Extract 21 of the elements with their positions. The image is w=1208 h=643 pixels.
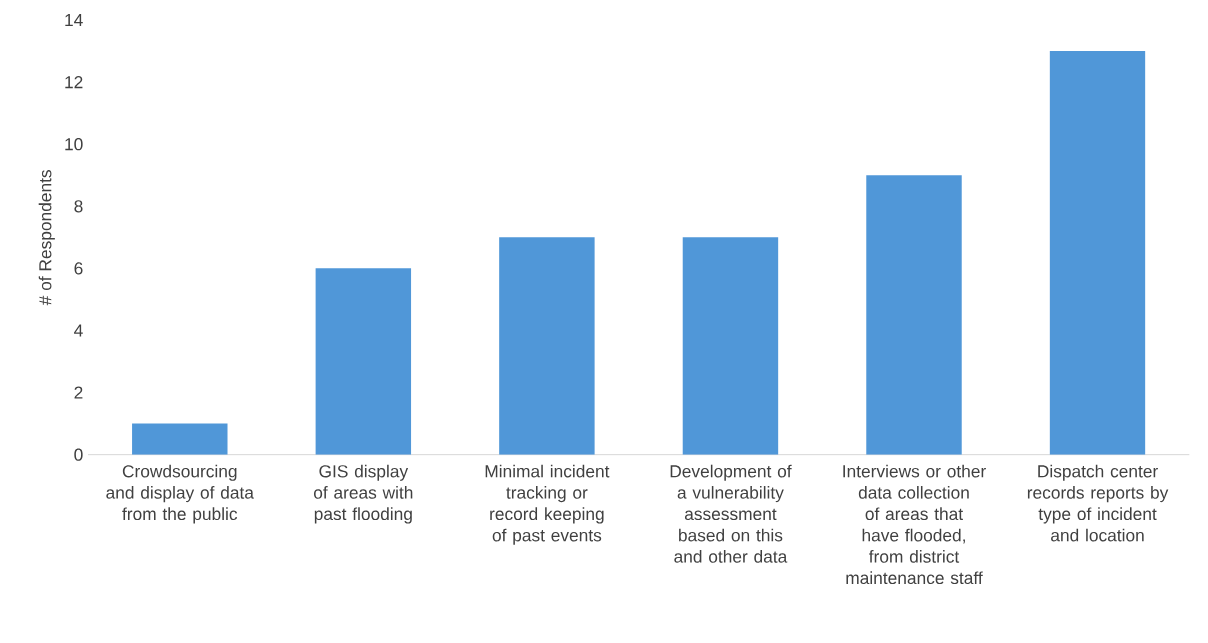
y-tick-label: 2 — [74, 386, 83, 399]
y-tick-label: 6 — [74, 262, 83, 275]
bar — [866, 175, 962, 455]
x-tick-label: GIS display of areas with past flooding — [313, 464, 413, 524]
y-tick-label: 14 — [65, 14, 83, 27]
x-tick-label: Development of a vulnerability assessment based on this and other data — [670, 464, 792, 563]
x-tick-label: Dispatch center records reports by type of incident and location — [1027, 464, 1169, 542]
bar — [1049, 51, 1146, 455]
x-tick-label: Crowdsourcing and display of data from the public — [106, 464, 254, 524]
x-tick-label: Minimal incident tracking or record keeping of past events — [485, 464, 610, 546]
y-tick-label: 4 — [74, 324, 83, 337]
y-tick-label: 12 — [65, 76, 83, 89]
bar — [499, 237, 595, 455]
bar — [132, 423, 228, 455]
y-tick-label: 0 — [74, 448, 83, 461]
bar — [315, 268, 412, 455]
y-axis-title: # of Respondents — [38, 170, 55, 306]
y-tick-label: 8 — [74, 200, 83, 213]
y-tick-label: 10 — [65, 138, 83, 151]
bar — [682, 237, 779, 455]
x-tick-label: Interviews or other data collection of areas that have flooded, from district maintenance staff — [843, 464, 986, 585]
